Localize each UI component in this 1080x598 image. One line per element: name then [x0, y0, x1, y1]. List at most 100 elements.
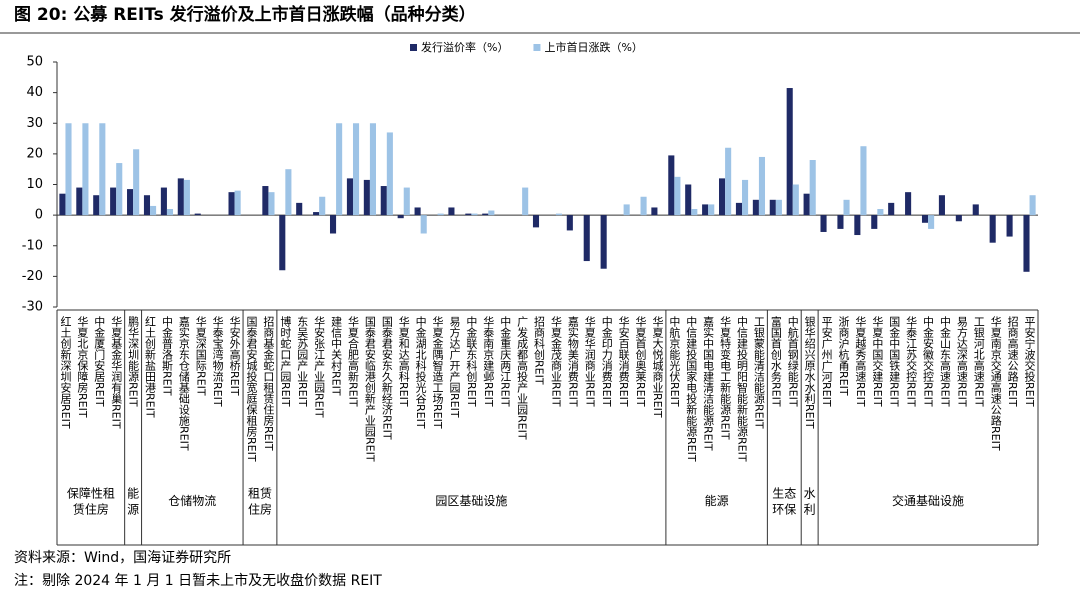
- bar: [955, 215, 962, 222]
- bar: [65, 123, 72, 216]
- bar: [82, 123, 89, 216]
- x-tick-label: 中金印力消费REIT: [600, 316, 613, 407]
- x-tick-label: 华夏北京保障房REIT: [76, 315, 89, 418]
- bar: [116, 163, 123, 216]
- bar: [329, 215, 337, 234]
- bar: [127, 189, 134, 216]
- x-tick-label: 易方达广开产园REIT: [448, 316, 461, 418]
- bar: [1029, 195, 1036, 216]
- x-tick-label: 平安广州广河REIT: [820, 316, 833, 407]
- x-tick-label: 华夏中国交建REIT: [871, 315, 884, 407]
- group-label-line: 生态: [772, 486, 796, 500]
- bar: [837, 215, 844, 229]
- group-label-line: 能: [127, 486, 139, 500]
- bar: [758, 156, 766, 216]
- x-tick-label: 华泰江苏交控REIT: [905, 315, 918, 407]
- bar: [194, 213, 201, 216]
- bar: [843, 199, 850, 216]
- bar: [482, 213, 489, 216]
- x-tick-label: 嘉实京东仓储基础设施REIT: [177, 315, 190, 451]
- x-tick-label: 招商基金蛇口租赁住房REIT: [262, 315, 275, 451]
- bar: [448, 207, 455, 216]
- bar: [414, 207, 421, 216]
- bar: [369, 123, 376, 216]
- bar: [1023, 215, 1030, 272]
- legend-label: 发行溢价率（%）: [421, 40, 508, 54]
- bar: [725, 147, 732, 216]
- x-tick-label: 华夏深国际REIT: [194, 315, 207, 396]
- x-tick-label: 鹏华深圳能源REIT: [127, 316, 140, 407]
- bar: [871, 215, 878, 229]
- x-tick-label: 中金联东科创REIT: [465, 316, 478, 407]
- bar: [150, 205, 157, 216]
- x-tick-label: 华泰宝湾物流REIT: [211, 315, 224, 407]
- y-tick-label: -20: [22, 269, 43, 284]
- bar: [403, 187, 410, 216]
- y-tick-label: -30: [22, 300, 43, 315]
- x-tick-label: 嘉实物美消费REIT: [566, 315, 579, 407]
- group-label-line: 环保: [772, 502, 796, 516]
- x-tick-label: 华安百联消费REIT: [617, 315, 630, 407]
- bar: [346, 178, 353, 216]
- x-tick-label: 嘉实中国电建清洁能源REIT: [702, 315, 715, 451]
- y-tick-label: 10: [26, 177, 43, 192]
- x-tick-label: 国金中国铁建REIT: [888, 316, 901, 407]
- bar: [809, 160, 816, 216]
- bar: [397, 215, 404, 219]
- group-label: 生态环保: [772, 486, 796, 516]
- bar: [905, 192, 912, 216]
- group-label: 租赁住房: [248, 486, 272, 516]
- x-tick-label: 平安宁波交投REIT: [1023, 316, 1036, 407]
- bar: [623, 204, 630, 216]
- group-label: 水利: [804, 486, 816, 516]
- bar: [160, 187, 167, 216]
- bar: [928, 215, 935, 229]
- x-tick-label: 华夏金茂商业REIT: [549, 315, 562, 407]
- y-tick-label: 40: [26, 85, 43, 100]
- x-tick-label: 中航京能光伏REIT: [668, 316, 681, 407]
- bar: [702, 204, 709, 216]
- bar: [143, 195, 151, 216]
- bar: [133, 149, 140, 216]
- bar: [674, 176, 681, 216]
- bar: [262, 186, 269, 216]
- x-tick-label: 中金普洛斯REIT: [160, 316, 173, 396]
- group-label: 能源: [127, 486, 139, 516]
- y-tick-label: 20: [26, 146, 43, 161]
- x-tick-label: 华夏华润商业REIT: [583, 315, 596, 407]
- bar: [437, 213, 444, 216]
- x-tick-label: 富国首创水务REIT: [769, 315, 782, 407]
- bar: [820, 215, 827, 232]
- x-tick-label: 中金山东高速REIT: [938, 316, 951, 407]
- x-tick-label: 华泰南京建邺REIT: [482, 315, 495, 407]
- bar: [651, 207, 658, 216]
- group-label: 交通基础设施: [892, 493, 964, 508]
- bar: [420, 215, 427, 234]
- bar: [352, 123, 360, 216]
- x-tick-label: 中金安徽交控REIT: [922, 316, 935, 407]
- bar: [234, 190, 241, 216]
- bar: [296, 202, 303, 216]
- bar: [989, 215, 996, 243]
- x-tick-label: 华夏南京交通高速公路REIT: [989, 315, 1002, 451]
- x-tick-label: 中金湖北科投光谷REIT: [414, 316, 427, 429]
- bar: [488, 210, 495, 216]
- x-tick-label: 华夏越秀高速REIT: [854, 315, 867, 407]
- bar: [313, 212, 320, 216]
- bar: [380, 186, 387, 216]
- group-label: 仓储物流: [168, 493, 216, 508]
- x-tick-label: 华夏合肥高新REIT: [346, 315, 359, 407]
- x-tick-label: 华夏特变电工新能源REIT: [719, 315, 732, 440]
- bar: [719, 178, 726, 216]
- bar: [685, 184, 692, 216]
- bar: [708, 204, 715, 216]
- bar: [600, 215, 607, 269]
- bar: [386, 132, 393, 216]
- bar: [972, 204, 979, 216]
- bar: [668, 155, 675, 216]
- group-label-line: 赁住房: [73, 501, 109, 516]
- x-tick-label: 招商科创REIT: [533, 315, 546, 385]
- y-tick-label: -10: [22, 238, 43, 253]
- legend-swatch: [533, 44, 541, 51]
